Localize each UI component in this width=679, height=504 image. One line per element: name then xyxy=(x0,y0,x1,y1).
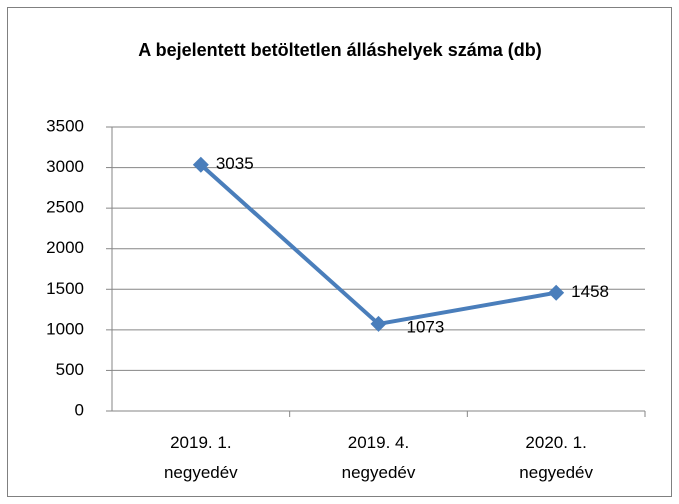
y-tick-label: 3000 xyxy=(46,157,84,176)
y-tick-label: 2000 xyxy=(46,238,84,257)
x-tick-label: 2020. 1. negyedév xyxy=(519,433,594,482)
point-marker xyxy=(548,284,565,301)
data-label: 1458 xyxy=(571,282,609,301)
data-label: 3035 xyxy=(216,154,254,173)
data-label: 1073 xyxy=(407,317,445,336)
y-tick-label: 0 xyxy=(75,400,84,419)
y-tick-label: 3500 xyxy=(46,116,84,135)
point-marker xyxy=(192,156,209,173)
point-marker xyxy=(370,315,387,332)
y-tick-label: 500 xyxy=(56,360,84,379)
chart-border xyxy=(7,7,672,497)
y-tick-label: 1500 xyxy=(46,279,84,298)
y-tick-label: 1000 xyxy=(46,319,84,338)
chart-title: A bejelentett betöltetlen álláshelyek sz… xyxy=(138,40,542,60)
x-tick-label: 2019. 4. negyedév xyxy=(341,433,416,482)
y-tick-label: 2500 xyxy=(46,198,84,217)
x-tick-label: 2019. 1. negyedév xyxy=(163,433,238,482)
